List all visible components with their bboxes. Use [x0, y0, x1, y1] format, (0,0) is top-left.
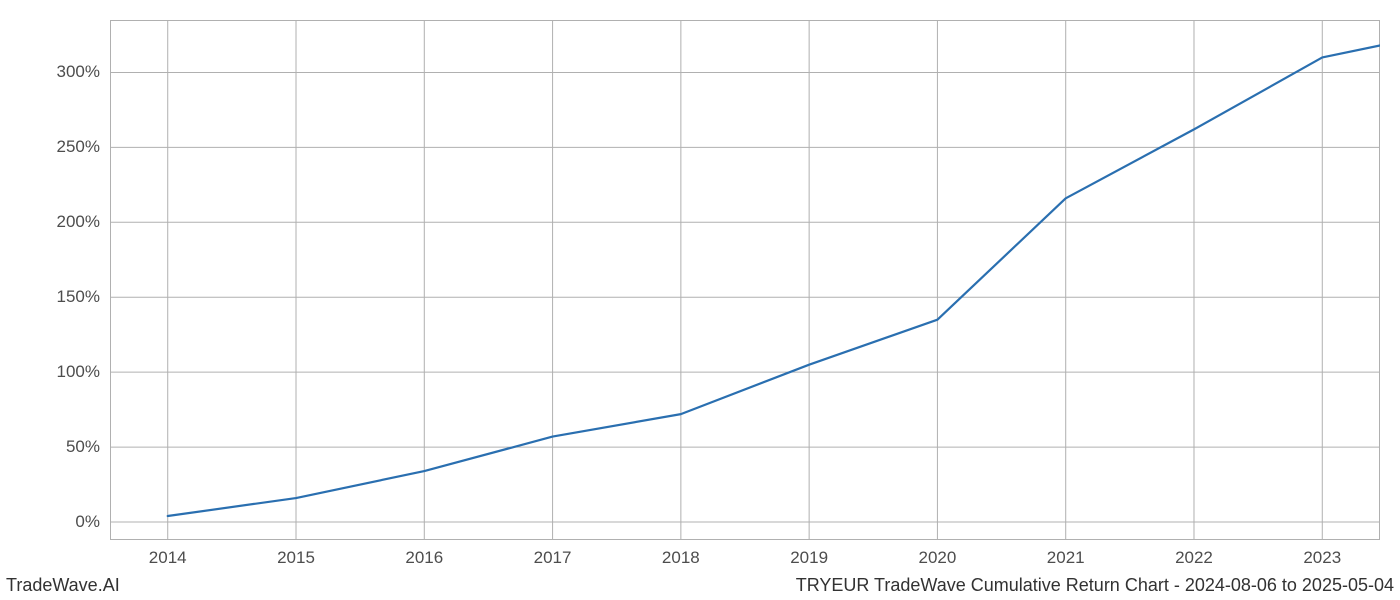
x-tick-label: 2021 [1047, 548, 1085, 568]
y-tick-label: 300% [57, 62, 100, 82]
footer-caption: TRYEUR TradeWave Cumulative Return Chart… [796, 575, 1394, 596]
x-tick-label: 2017 [534, 548, 572, 568]
x-tick-label: 2020 [919, 548, 957, 568]
x-tick-label: 2018 [662, 548, 700, 568]
x-tick-label: 2016 [405, 548, 443, 568]
footer-brand: TradeWave.AI [6, 575, 120, 596]
y-tick-label: 200% [57, 212, 100, 232]
x-tick-label: 2014 [149, 548, 187, 568]
chart-svg [110, 20, 1380, 540]
y-tick-label: 150% [57, 287, 100, 307]
y-tick-label: 0% [75, 512, 100, 532]
y-tick-label: 100% [57, 362, 100, 382]
x-tick-label: 2022 [1175, 548, 1213, 568]
x-tick-label: 2019 [790, 548, 828, 568]
chart-container: 2014 2015 2016 2017 2018 2019 2020 2021 2022 2023… [0, 0, 1400, 600]
x-tick-label: 2015 [277, 548, 315, 568]
y-tick-label: 250% [57, 137, 100, 157]
series-line [168, 45, 1380, 516]
plot-area: 2014201520162017201820192020202120222023… [110, 20, 1380, 540]
y-tick-label: 50% [66, 437, 100, 457]
x-tick-label: 2023 [1303, 548, 1341, 568]
